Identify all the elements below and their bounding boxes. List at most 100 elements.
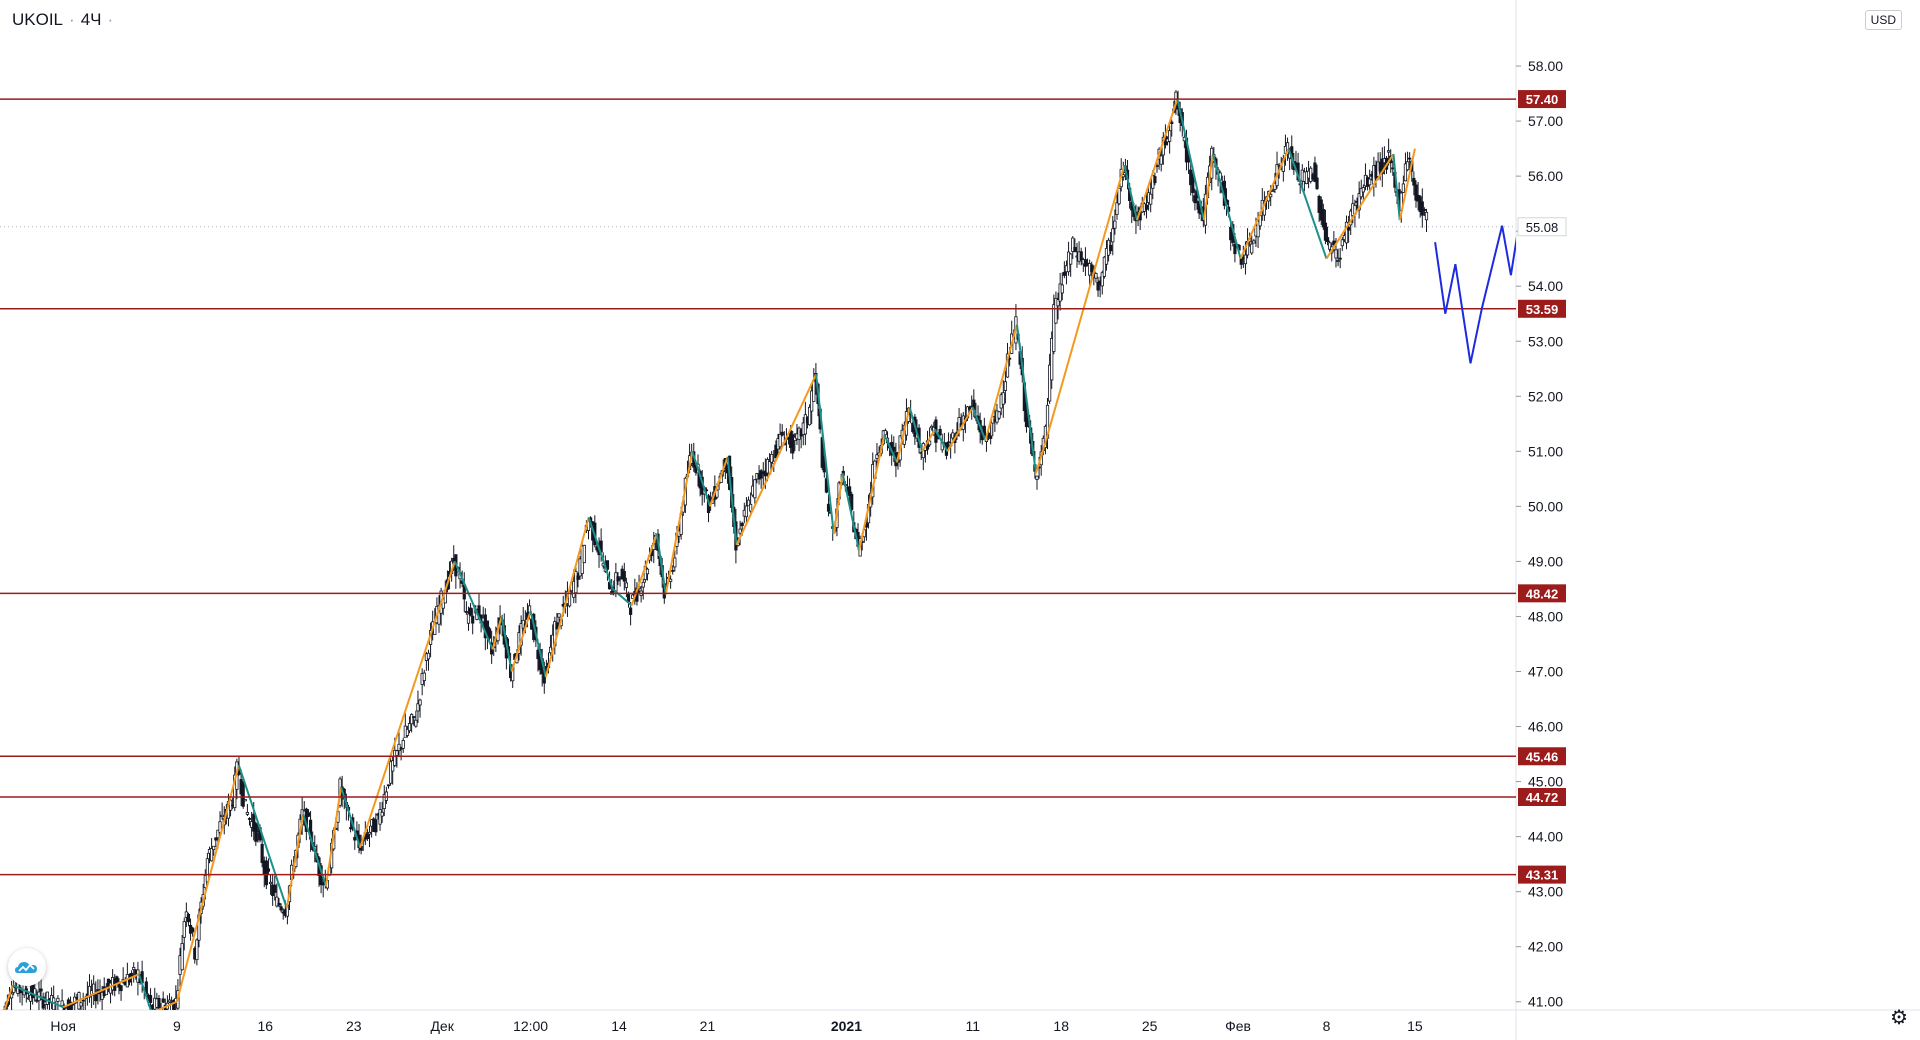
candle-body (1387, 150, 1391, 153)
candle-body (380, 811, 384, 817)
candle-body (275, 896, 279, 907)
candle-body (12, 986, 16, 993)
candle-body (850, 493, 854, 511)
candle-body (1313, 162, 1317, 182)
candle-body (616, 576, 620, 582)
candle-body (826, 503, 831, 512)
level-label-bg (1518, 787, 1566, 806)
candle-body (59, 1012, 61, 1015)
candle-body (614, 572, 618, 592)
level-label-bg (1518, 747, 1566, 766)
candle-body (622, 571, 626, 582)
candle-body (195, 939, 199, 961)
candle-body (388, 761, 393, 784)
candle-body (382, 794, 386, 809)
candle-body (407, 723, 412, 732)
zigzag-segment (1123, 164, 1138, 221)
candle-body (968, 407, 972, 410)
candle-body (1102, 256, 1106, 277)
candle-body (266, 868, 271, 872)
symbol-interval: 4Ч (80, 10, 102, 29)
zigzag-segment (1176, 98, 1205, 221)
level-label: 45.46 (1526, 749, 1559, 764)
candle-body (1420, 201, 1424, 216)
candle-body (119, 985, 123, 992)
candle-body (928, 440, 932, 446)
candle-body (1334, 249, 1338, 259)
candle-body (386, 784, 391, 787)
y-tick-label: 47.00 (1528, 663, 1563, 679)
gear-icon[interactable]: ⚙ (1890, 1007, 1908, 1029)
candle-body (1170, 121, 1174, 124)
candle-body (132, 967, 136, 970)
level-label-bg (1518, 865, 1566, 884)
x-tick-label: 23 (346, 1018, 362, 1034)
tradingview-cloud-icon[interactable] (8, 948, 46, 986)
zigzag-segment (691, 451, 711, 507)
zigzag-segment (726, 456, 738, 546)
candle-body (1340, 239, 1344, 247)
y-tick-label: 41.00 (1528, 994, 1563, 1010)
last-price-label: 55.08 (1526, 220, 1559, 235)
candle-body (1111, 228, 1115, 243)
candle-body (555, 622, 559, 630)
zigzag-segment (1045, 164, 1126, 441)
candle-body (167, 999, 172, 1003)
candle-body (416, 703, 420, 712)
zigzag-segment (1136, 98, 1179, 221)
candle-body (210, 848, 214, 862)
candle-body (738, 528, 742, 534)
candle-body (1100, 272, 1104, 287)
y-tick-label: 43.00 (1528, 884, 1563, 900)
candle-body (629, 607, 633, 615)
zigzag-segment (735, 373, 818, 546)
candle-body (214, 837, 218, 841)
candle-body (557, 613, 561, 618)
candle-body (1054, 297, 1058, 324)
candle-body (412, 716, 416, 718)
x-tick-label: 25 (1142, 1018, 1158, 1034)
candle-body (148, 995, 153, 1003)
candle-body (883, 430, 887, 436)
zigzag-segment (544, 517, 590, 678)
candle-body (1149, 193, 1153, 205)
candle-body (306, 812, 311, 817)
zigzag-segment (1034, 440, 1047, 474)
candle-body (81, 999, 85, 1002)
candle-body (1144, 204, 1149, 210)
candle-body (56, 997, 60, 1002)
candle-body (780, 431, 784, 436)
zigzag-segment (1015, 324, 1037, 474)
zigzag-segment (175, 764, 240, 1002)
candle-body (624, 582, 629, 588)
zigzag-segment (3, 984, 14, 1010)
candle-body (763, 470, 767, 477)
x-tick-label: 8 (1323, 1018, 1331, 1034)
candle-body (875, 454, 879, 459)
candle-body (60, 1000, 64, 1007)
candle-body (807, 406, 812, 426)
candle-body (1422, 209, 1427, 211)
candle-body (715, 489, 719, 498)
candle-body (252, 813, 256, 832)
currency-button[interactable]: USD (1864, 10, 1902, 30)
symbol-name: UKOIL (12, 10, 64, 29)
candle-body (1271, 190, 1275, 193)
zigzag-segment (12, 984, 64, 1009)
zigzag-segment (946, 406, 974, 452)
candle-body (1338, 257, 1342, 260)
candle-body (264, 860, 268, 886)
candle-body (212, 845, 216, 851)
level-label-bg (1518, 90, 1566, 109)
candle-body (1090, 264, 1094, 272)
candle-body (753, 479, 757, 499)
candle-body (803, 414, 807, 435)
candle-body (426, 652, 431, 660)
x-tick-label: Дек (430, 1018, 454, 1034)
candle-body (365, 834, 370, 839)
candle-body (0, 1016, 2, 1024)
candle-body (1243, 254, 1248, 265)
candle-body (279, 906, 283, 911)
candle-body (626, 592, 631, 602)
